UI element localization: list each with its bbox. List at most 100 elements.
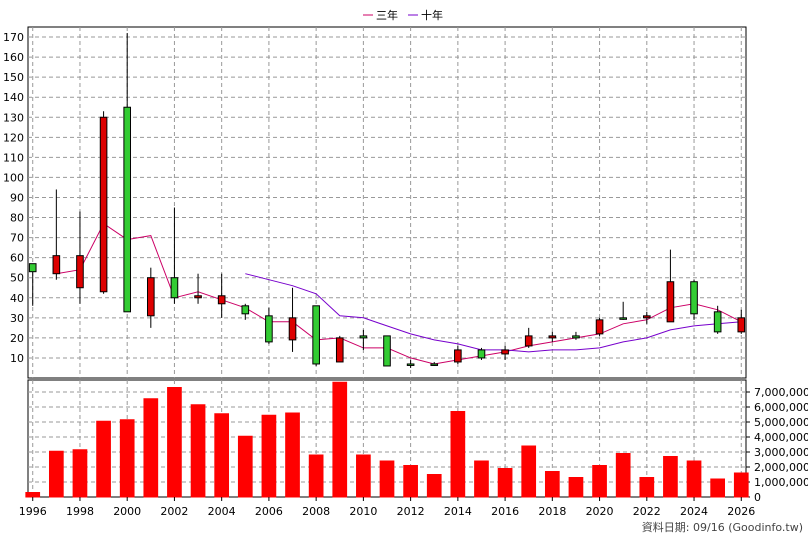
x-tick-label: 1998 bbox=[66, 505, 94, 518]
x-tick-label: 2020 bbox=[586, 505, 614, 518]
volume-tick-label: 2,000,000 bbox=[754, 461, 808, 474]
x-tick-label: 2024 bbox=[680, 505, 708, 518]
volume-bar bbox=[521, 445, 537, 498]
volume-bar bbox=[167, 387, 182, 498]
candle-body bbox=[123, 106, 132, 313]
ma-3yr-line bbox=[56, 222, 742, 365]
candle-body bbox=[713, 311, 722, 333]
volume-bar bbox=[261, 414, 277, 498]
volume-panel: 0 1,000,000 2,000,000 3,000,000 4,000,000 5,0… bbox=[25, 379, 808, 504]
volume-bar bbox=[143, 398, 159, 498]
volume-bar bbox=[544, 471, 560, 498]
x-tick-label: 1996 bbox=[19, 505, 47, 518]
x-tick-label: 2002 bbox=[160, 505, 188, 518]
x-tick-label: 2010 bbox=[349, 505, 377, 518]
volume-bar bbox=[497, 468, 513, 498]
volume-tick-label: 4,000,000 bbox=[754, 431, 808, 444]
price-tick-label: 30 bbox=[10, 312, 24, 325]
candle-body bbox=[335, 337, 344, 363]
candle-body bbox=[548, 335, 557, 339]
price-tick-label: 90 bbox=[10, 191, 24, 204]
candle-body bbox=[52, 255, 61, 275]
x-tick-label: 2016 bbox=[491, 505, 519, 518]
candle-body bbox=[430, 363, 439, 366]
volume-bar bbox=[568, 477, 584, 498]
price-tick-label: 20 bbox=[10, 332, 24, 345]
candle-body bbox=[147, 277, 155, 317]
x-tick-label: 2026 bbox=[727, 505, 755, 518]
candle-body bbox=[619, 317, 627, 320]
x-tick-label: 2008 bbox=[302, 505, 330, 518]
price-tick-label: 70 bbox=[10, 232, 24, 245]
legend-label-3yr: 三年 bbox=[376, 8, 398, 22]
volume-bar bbox=[356, 454, 371, 498]
candle-body bbox=[524, 335, 533, 347]
x-tick-label: 2022 bbox=[633, 505, 661, 518]
volume-tick-label: 0 bbox=[754, 491, 761, 504]
ma-10yr-line bbox=[245, 273, 742, 353]
x-tick-label: 2006 bbox=[255, 505, 283, 518]
volume-bar bbox=[72, 449, 88, 498]
price-tick-label: 50 bbox=[10, 272, 24, 285]
candle-body bbox=[572, 335, 580, 339]
x-tick-label: 2004 bbox=[208, 505, 236, 518]
candle-body bbox=[170, 277, 179, 299]
volume-bar bbox=[237, 435, 253, 498]
x-tick-label: 2000 bbox=[113, 505, 141, 518]
candle-body bbox=[501, 349, 509, 355]
price-tick-label: 150 bbox=[3, 71, 24, 84]
candle-body bbox=[690, 281, 698, 315]
candle-body bbox=[217, 295, 226, 305]
volume-bar bbox=[119, 419, 135, 498]
price-tick-label: 170 bbox=[3, 31, 24, 44]
volume-bar bbox=[733, 472, 749, 498]
candle-body bbox=[288, 317, 297, 341]
volume-bar bbox=[308, 454, 324, 498]
price-tick-label: 10 bbox=[10, 352, 24, 365]
legend-label-10yr: 十年 bbox=[421, 8, 443, 22]
price-tick-label: 130 bbox=[3, 111, 24, 124]
price-tick-label: 80 bbox=[10, 212, 24, 225]
volume-bar bbox=[450, 411, 466, 498]
price-tick-label: 40 bbox=[10, 292, 24, 305]
candle-body bbox=[194, 295, 202, 299]
volume-bar bbox=[403, 465, 418, 498]
volume-tick-label: 7,000,000 bbox=[754, 386, 808, 399]
volume-bar bbox=[285, 412, 300, 498]
volume-bar bbox=[474, 460, 489, 498]
volume-bar bbox=[190, 404, 206, 498]
volume-tick-label: 1,000,000 bbox=[754, 476, 808, 489]
volume-bar bbox=[48, 450, 64, 498]
volume-bar bbox=[710, 478, 726, 498]
candle-body bbox=[265, 315, 273, 343]
candle-body bbox=[737, 317, 746, 333]
candle-body bbox=[406, 363, 415, 366]
x-tick-label: 2018 bbox=[538, 505, 566, 518]
volume-tick-label: 3,000,000 bbox=[754, 446, 808, 459]
candle-body bbox=[454, 349, 462, 363]
candle-body bbox=[28, 263, 37, 273]
x-tick-label: 2012 bbox=[397, 505, 425, 518]
candle-body bbox=[383, 335, 391, 367]
volume-bar bbox=[639, 477, 655, 498]
candle-body bbox=[312, 305, 320, 365]
candle-body bbox=[359, 335, 368, 339]
price-tick-label: 110 bbox=[3, 151, 24, 164]
volume-bar bbox=[96, 420, 111, 498]
volume-bar bbox=[663, 456, 678, 498]
candle-body bbox=[595, 319, 604, 335]
price-tick-label: 160 bbox=[3, 51, 24, 64]
price-tick-label: 120 bbox=[3, 131, 24, 144]
price-panel: 10 20 30 40 50 60 70 80 90 100 110 120 130 140 150 160 1… bbox=[3, 26, 747, 379]
volume-bar bbox=[214, 413, 230, 498]
candle-body bbox=[76, 255, 84, 289]
volume-bar bbox=[686, 460, 702, 498]
candle-body bbox=[99, 116, 108, 293]
data-date-credit: 資料日期: 09/16 (Goodinfo.tw) bbox=[642, 520, 803, 534]
volume-tick-label: 6,000,000 bbox=[754, 401, 808, 414]
volume-bar bbox=[332, 381, 348, 498]
candle-body bbox=[642, 315, 651, 319]
price-plot-frame bbox=[27, 26, 747, 379]
volume-bar bbox=[379, 460, 395, 498]
